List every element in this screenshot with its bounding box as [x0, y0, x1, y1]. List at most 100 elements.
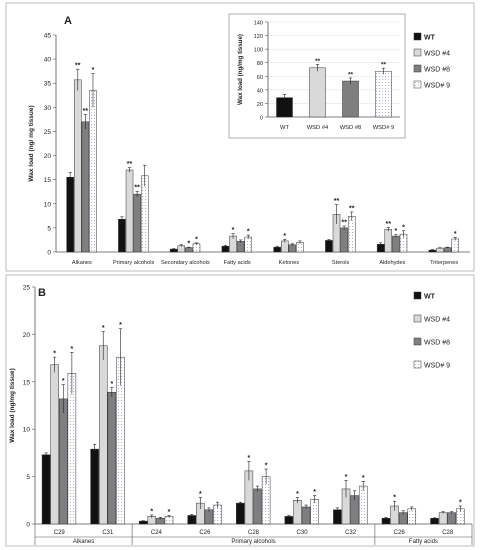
- panel-a-wsd8-significance: **: [83, 108, 89, 115]
- panel-a-wsd4-significance: **: [75, 63, 81, 70]
- panel-b-wsd9-significance: *: [459, 499, 462, 506]
- panel-a-ytick-label: 40: [44, 57, 52, 64]
- panel-b-wt-bar: [333, 509, 342, 525]
- panel-b-x-tick-label: C26: [199, 530, 211, 536]
- panel-a-ytick-label: 20: [44, 153, 52, 160]
- panel-b-group-label: Alkanes: [73, 539, 94, 545]
- panel-b-x-tick-label: C32: [345, 530, 357, 536]
- panel-a-wsd9-bar: [296, 242, 304, 253]
- inset-x-tick-label: WSD #4: [307, 125, 329, 131]
- panel-b-wsd9-bar: [67, 373, 77, 525]
- legend-label-wsd8: WSD #8: [424, 67, 450, 74]
- legend-label-wsd4: WSD #4: [424, 51, 450, 58]
- panel-a-x-tick-label: Primary alcohols: [113, 260, 155, 266]
- inset-wsd4-bar: [309, 67, 326, 118]
- panel-b-wsd4-bar: [98, 345, 108, 525]
- legend-b-swatch-wsd9: [413, 360, 422, 369]
- panel-a-wsd9-bar: [140, 175, 149, 253]
- panel-b-wsd9-significance: *: [313, 489, 316, 496]
- inset-ytick-label: 80: [257, 61, 263, 67]
- panel-a-wt-bar: [118, 218, 126, 253]
- panel-a-wsd8-bar: [81, 121, 90, 253]
- panel-a-wsd8-bar: [288, 244, 297, 253]
- panel-a-ytick-label: 5: [47, 225, 51, 232]
- panel-b-wsd8-bar: [253, 488, 262, 525]
- panel-b-wsd4-bar: [50, 364, 59, 525]
- inset-ytick-label: 20: [257, 102, 263, 108]
- inset-ytick-label: 40: [257, 88, 263, 94]
- inset-ytick-label: 60: [257, 75, 263, 81]
- panel-b-label: B: [38, 287, 46, 299]
- panel-b-x-tick-label: C28: [248, 530, 260, 536]
- panel-a-legend: WT WSD #4 WSD #8 WSD# 9: [413, 32, 450, 90]
- panel-b-ytick-label: 10: [23, 427, 31, 434]
- inset-ytick-label: 100: [254, 48, 263, 54]
- panel-a-x-tick-label: Sterols: [332, 260, 350, 266]
- panel-b-wsd9-significance: *: [71, 346, 74, 353]
- inset-wsd8-significance: **: [348, 71, 354, 78]
- panel-a-x-tick-label: Aldehydes: [379, 260, 405, 266]
- panel-a-ytick-label: 25: [44, 129, 52, 136]
- legend-b-swatch-wsd4: [413, 314, 422, 323]
- panel-a-wsd4-significance: **: [334, 198, 340, 205]
- panel-b-x-tick-label: C31: [102, 530, 114, 536]
- panel-b-x-tick-label: C26: [394, 530, 406, 536]
- panel-a-wsd8-bar: [185, 247, 193, 253]
- panel-a-frame: [5, 2, 475, 272]
- panel-b-wsd4-significance: *: [248, 455, 251, 462]
- panel-b-wsd4-significance: *: [296, 491, 299, 498]
- panel-a-wsd8-bar: [133, 193, 141, 253]
- panel-b-group-label: Primary alcohols: [231, 539, 275, 545]
- panel-b-wsd9-significance: *: [168, 509, 171, 516]
- panel-b-wsd9-bar: [407, 508, 417, 525]
- legend-swatch-wsd9: [413, 80, 422, 89]
- panel-a-wsd4-bar: [436, 247, 444, 253]
- panel-b-x-tick-label: C28: [442, 530, 454, 536]
- inset-x-tick-label: WSD# 9: [373, 125, 395, 131]
- panel-a-wsd9-significance: *: [247, 229, 250, 236]
- panel-b-wt-bar: [41, 454, 51, 525]
- panel-b-wt-bar: [187, 515, 196, 525]
- panel-b-wsd4-bar: [438, 512, 448, 525]
- panel-a-ytick-label: 0: [47, 250, 51, 257]
- panel-b-x-tick-label: C30: [297, 530, 309, 536]
- panel-a-y-axis-label: Wax load (ng/ mg tissue): [28, 105, 35, 181]
- panel-a-wsd9-significance: *: [92, 67, 95, 74]
- inset-ytick-label: 120: [254, 34, 263, 40]
- panel-b-chart: 0 5 10 15 20 25 Wax load (ng/mg tissue) * * * C29 *…: [9, 285, 473, 545]
- panel-b-wsd9-significance: *: [362, 475, 365, 482]
- panel-b-ytick-label: 25: [23, 285, 31, 292]
- panel-a-wsd9-bar: [451, 238, 459, 253]
- inset-x-tick-label: WT: [280, 125, 289, 131]
- inset-wsd8-bar: [342, 80, 359, 118]
- panel-a-ytick-label: 30: [44, 105, 52, 112]
- inset-wsd4-significance: **: [315, 58, 321, 65]
- panel-b-wsd8-bar: [447, 512, 456, 525]
- panel-a-wsd4-bar: [281, 240, 289, 253]
- inset-ytick-label: 0: [260, 116, 263, 122]
- panel-a-wsd4-bar: [125, 169, 134, 253]
- legend-label-wsd9: WSD# 9: [424, 83, 450, 90]
- panel-a-x-tick-label: Alkanes: [72, 260, 92, 266]
- panel-a-wsd4-significance: **: [127, 161, 133, 168]
- panel-a-ytick-label: 15: [44, 177, 52, 184]
- panel-b-group-label: Fatty acids: [409, 539, 438, 545]
- panel-a-wsd9-significance: **: [349, 205, 355, 212]
- panel-b-wsd4-bar: [293, 500, 302, 525]
- legend-label-wt: WT: [424, 35, 436, 42]
- legend-b-swatch-wsd8: [413, 337, 422, 346]
- panel-a-x-tick-label: Fatty acids: [224, 260, 251, 266]
- panel-b-wt-bar: [90, 448, 99, 525]
- panel-a-wt-bar: [66, 177, 74, 253]
- panel-b-wsd8-bar: [107, 391, 117, 525]
- panel-a-wsd9-significance: *: [195, 236, 198, 243]
- panel-b-frame: [5, 274, 475, 547]
- panel-b-x-tick-label: C29: [54, 530, 66, 536]
- panel-a-label: A: [64, 15, 72, 27]
- panel-a-wsd9-bar: [347, 216, 356, 253]
- panel-a-wsd9-bar: [244, 236, 252, 253]
- panel-b-wsd8-bar: [59, 398, 68, 525]
- panel-a-wsd4-bar: [74, 79, 82, 253]
- panel-b-wt-bar: [284, 516, 294, 525]
